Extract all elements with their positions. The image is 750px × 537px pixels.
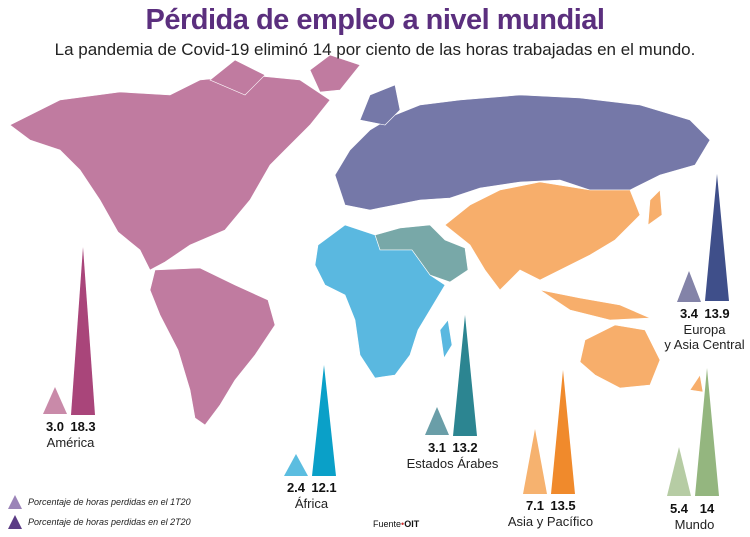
region-label-line: Asia y Pacífico <box>507 514 594 529</box>
page-title: Pérdida de empleo a nivel mundial <box>145 4 605 36</box>
triangle-mark-q1 <box>677 270 701 302</box>
region-label: Estados Árabes <box>375 456 530 471</box>
source-sep: • <box>401 519 405 529</box>
value-label: 12.1 <box>311 480 337 495</box>
triangle-mark-q1 <box>523 428 547 494</box>
region-label-line: Europa <box>683 322 726 337</box>
page-subtitle: La pandemia de Covid-19 eliminó 14 por c… <box>54 40 696 59</box>
value-labels: 7.1 13.5 <box>521 498 577 513</box>
region-label-line: África <box>294 496 329 511</box>
region-label: Europa y Asia Central <box>627 322 750 352</box>
source-value: OIT <box>404 519 420 529</box>
legend-item-q1: Porcentaje de horas perdidas en el 1T20 <box>8 495 191 509</box>
value-labels: 3.0 18.3 <box>41 419 97 434</box>
triangle-mark-q1 <box>667 447 691 497</box>
region-label-line: y Asia Central <box>664 337 745 352</box>
triangle-mark-q1 <box>43 387 67 415</box>
value-label: 3.1 <box>427 440 447 455</box>
value-label: 3.4 <box>679 306 699 321</box>
map-region-america <box>9 54 361 426</box>
value-label: 13.2 <box>452 440 478 455</box>
triangle-mark-q2 <box>312 364 336 476</box>
source-label: Fuente <box>373 519 402 529</box>
value-labels: 5.4 14 <box>665 501 721 516</box>
value-labels: 3.4 13.9 <box>675 306 731 321</box>
region-label-line: Mundo <box>674 517 715 532</box>
source-note: Fuente•OIT <box>373 519 419 529</box>
value-label: 3.0 <box>45 419 65 434</box>
triangle-mark-q2 <box>71 246 95 415</box>
region-label-line: Estados Árabes <box>406 456 499 471</box>
triangle-mark-q2 <box>551 369 575 494</box>
map-region-asia-pacific <box>444 181 704 393</box>
value-label: 5.4 <box>669 501 689 516</box>
triangle-icon <box>8 495 22 509</box>
value-label: 7.1 <box>525 498 545 513</box>
triangle-mark-q2 <box>695 368 719 497</box>
value-label: 14 <box>699 501 715 516</box>
region-label: África <box>234 496 389 511</box>
triangle-icon <box>8 515 22 529</box>
triangle-mark-q2 <box>453 314 477 436</box>
region-label: Asia y Pacífico <box>473 514 628 529</box>
value-label: 2.4 <box>286 480 306 495</box>
region-label: América <box>0 435 148 450</box>
value-label: 13.9 <box>704 306 730 321</box>
triangle-mark-q2 <box>705 174 729 302</box>
triangle-mark-q1 <box>284 453 308 476</box>
triangle-mark-q1 <box>425 407 449 436</box>
value-label: 13.5 <box>550 498 576 513</box>
legend-label: Porcentaje de horas perdidas en el 1T20 <box>28 497 191 507</box>
value-labels: 2.4 12.1 <box>282 480 338 495</box>
value-label: 18.3 <box>70 419 96 434</box>
map-region-europe-central-asia <box>334 84 711 211</box>
legend-item-q2: Porcentaje de horas perdidas en el 2T20 <box>8 515 191 529</box>
map-region-africa <box>314 224 453 379</box>
region-label: Mundo <box>617 517 750 532</box>
region-label-line: América <box>46 435 95 450</box>
value-labels: 3.1 13.2 <box>423 440 479 455</box>
legend-label: Porcentaje de horas perdidas en el 2T20 <box>28 517 191 527</box>
